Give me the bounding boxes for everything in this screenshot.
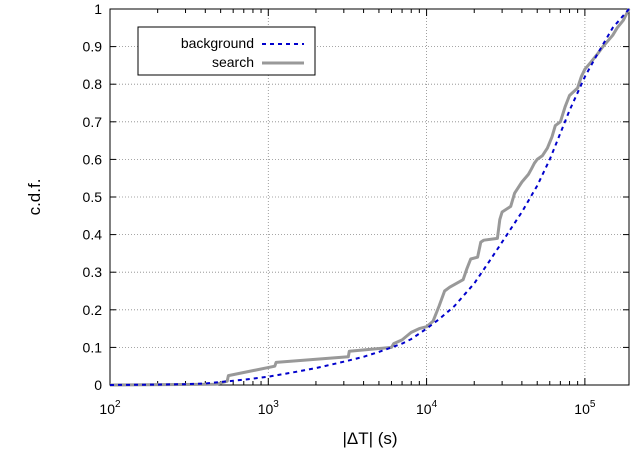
x-tick-base: 10 [416,401,432,417]
legend-label-background: background [181,35,254,51]
y-tick-label: 0.6 [83,151,103,167]
y-tick-label: 0.2 [83,302,103,318]
x-tick-exponent: 4 [432,399,438,410]
y-tick-label: 0.7 [83,114,103,130]
legend-box [137,26,316,76]
x-tick-base: 10 [258,401,274,417]
series-group [109,8,631,387]
y-tick-label: 0.1 [83,339,103,355]
x-axis-title: |ΔT| (s) [342,429,397,448]
x-tick-base: 10 [574,401,590,417]
x-tick-label: 105 [574,399,596,417]
y-tick-label: 0.9 [83,39,103,55]
grid [110,9,629,385]
x-tick-label: 103 [258,399,280,417]
x-tick-base: 10 [99,401,115,417]
y-tick-label: 0.4 [83,227,103,243]
series-line-search [109,8,631,387]
y-axis-title: c.d.f. [25,179,44,216]
y-tick-label: 0.5 [83,189,103,205]
y-tick-label: 0.8 [83,76,103,92]
x-tick-exponent: 2 [115,399,121,410]
x-tick-label: 104 [416,399,438,417]
y-tick-label: 0 [94,377,102,393]
series-line-background [109,8,630,386]
legend: background search [137,26,316,76]
legend-label-search: search [212,54,254,70]
x-tick-label: 102 [99,399,121,417]
y-tick-label: 1 [94,1,102,17]
x-tick-exponent: 5 [590,399,596,410]
x-tick-exponent: 3 [273,399,279,410]
y-tick-label: 0.3 [83,264,103,280]
